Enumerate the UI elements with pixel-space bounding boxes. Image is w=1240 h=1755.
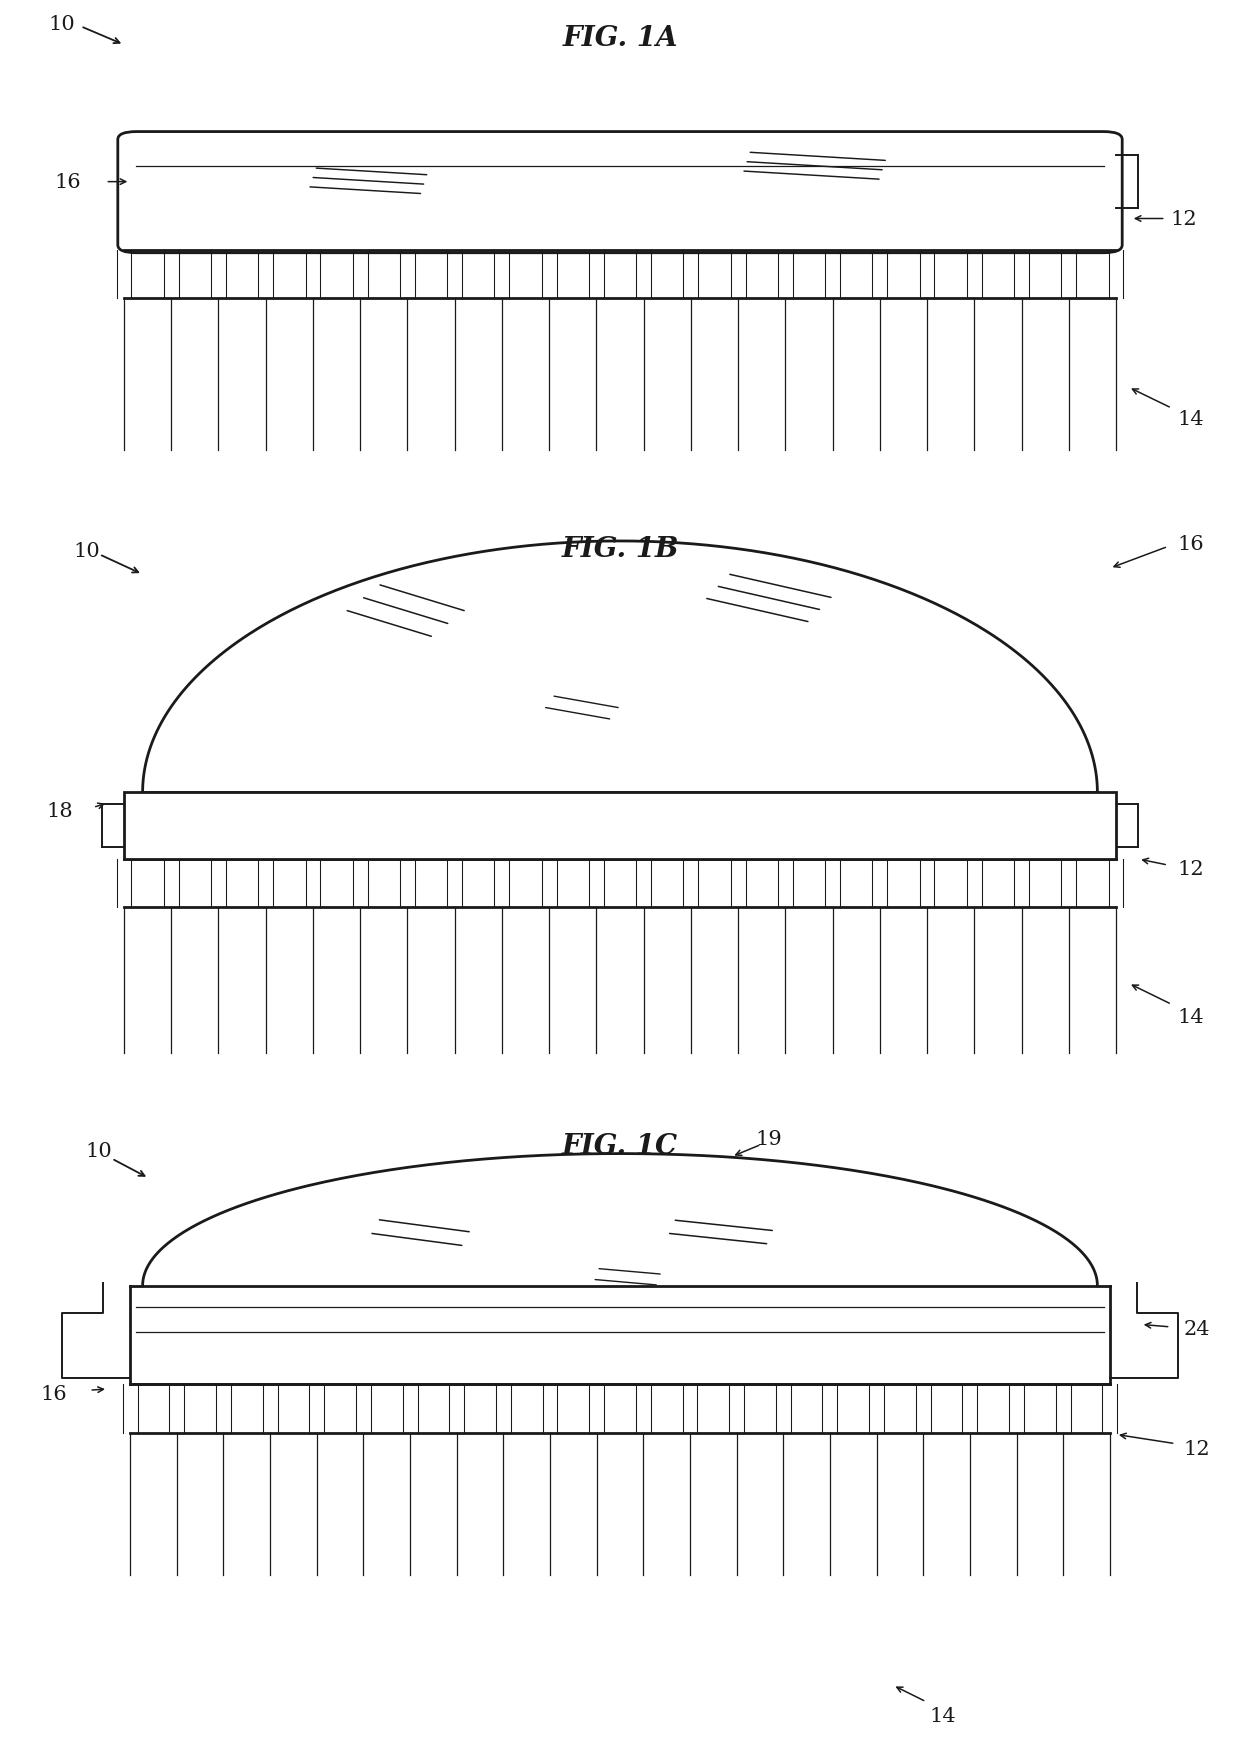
Text: 24: 24 — [1183, 1320, 1210, 1339]
Text: FIG. 1A: FIG. 1A — [562, 25, 678, 51]
Text: 12: 12 — [1183, 1439, 1210, 1458]
Text: 12: 12 — [1177, 860, 1204, 878]
FancyBboxPatch shape — [124, 793, 1116, 860]
Text: 10: 10 — [73, 541, 100, 560]
Text: 16: 16 — [1177, 535, 1204, 555]
Text: FIG. 1B: FIG. 1B — [562, 535, 678, 563]
Text: 10: 10 — [48, 16, 76, 33]
FancyBboxPatch shape — [118, 133, 1122, 253]
Text: 10: 10 — [86, 1141, 113, 1160]
Text: 16: 16 — [55, 174, 82, 191]
Text: 16: 16 — [40, 1385, 67, 1402]
Text: FIG. 1C: FIG. 1C — [562, 1132, 678, 1160]
Text: 19: 19 — [755, 1128, 782, 1148]
Text: 14: 14 — [1177, 411, 1204, 428]
Text: 14: 14 — [929, 1706, 956, 1725]
Text: 14: 14 — [1177, 1007, 1204, 1027]
Text: 18: 18 — [46, 802, 73, 821]
Text: 12: 12 — [1171, 211, 1198, 228]
